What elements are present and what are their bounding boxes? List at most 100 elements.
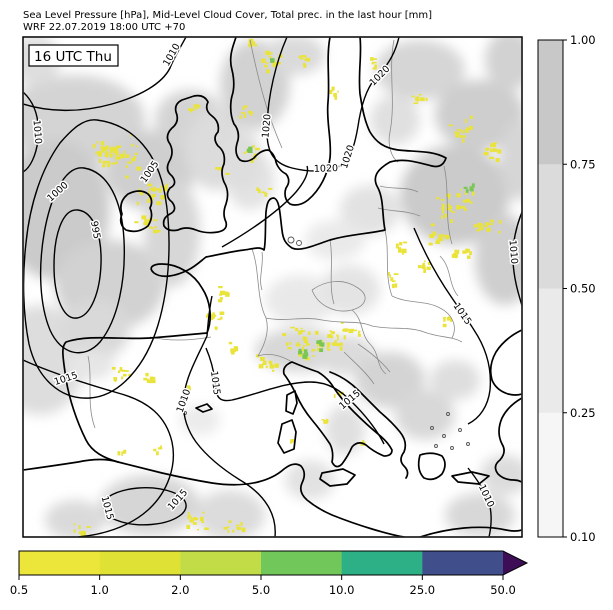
precip-speckle (403, 241, 408, 244)
precip-speckle (97, 152, 102, 157)
precip-speckle (447, 207, 449, 211)
precip-speckle (225, 172, 230, 175)
precip-speckle (149, 187, 155, 191)
precip-speckle (86, 526, 91, 528)
precip-speckle (462, 138, 465, 143)
precip-speckle (319, 339, 322, 344)
precip-speckle (464, 191, 468, 195)
precip-speckle (456, 129, 462, 131)
precip-speckle (148, 200, 153, 203)
precip-speckle (265, 50, 270, 56)
precip-speckle (247, 148, 253, 153)
coast-sicily (319, 468, 356, 487)
precip-speckle (105, 145, 109, 150)
precip-speckle (467, 255, 471, 259)
precip-speckle (398, 248, 402, 253)
precip-speckle (134, 221, 139, 224)
precip-speckle (343, 335, 346, 340)
precip-speckle (298, 350, 303, 355)
precip-speckle (484, 225, 488, 227)
cloud-blob (305, 220, 365, 260)
isobar-1015-atlantic (23, 359, 174, 537)
precip-speckle (485, 147, 490, 151)
precip-speckle (495, 158, 500, 163)
aegean-island (430, 426, 434, 430)
precip-speckle (339, 346, 343, 351)
coast-iberia-france-baltic (62, 37, 447, 463)
precip-speckle (162, 197, 165, 200)
precip-speckle (210, 315, 214, 321)
precip-speckle (146, 224, 149, 227)
precip-speckle (204, 527, 209, 530)
precip-speckle (153, 448, 157, 452)
aegean-island (450, 446, 454, 450)
precip-speckle (147, 199, 150, 203)
precip-speckle (328, 334, 332, 337)
precip-speckle (130, 133, 133, 137)
precip-speckle (290, 326, 295, 329)
precip-speckle (154, 226, 157, 229)
precip-speckle (476, 229, 480, 232)
coast-crete (451, 471, 490, 485)
precip-speckle (399, 241, 403, 246)
precip-speckle (119, 155, 125, 159)
coast-great-britain (162, 94, 229, 234)
precip-speckle (372, 58, 377, 60)
precip-speckle (123, 150, 126, 155)
precip-speckle (187, 515, 190, 520)
precip-speckle (298, 330, 301, 335)
cloud-colorbar-tick-label: 0.10 (570, 530, 596, 544)
coast-ireland (119, 190, 153, 233)
precip-speckle (478, 225, 481, 229)
precip-speckle (155, 188, 160, 191)
precip-speckle (390, 277, 394, 281)
precip-speckle (139, 191, 143, 196)
precip-speckle (268, 56, 272, 58)
precip-speckle (460, 206, 465, 209)
precip-speckle (462, 250, 467, 254)
precip-speckle (246, 148, 250, 152)
precip-speckle (164, 186, 168, 190)
plot-title-line2: WRF 22.07.2019 18:00 UTC +70 (23, 22, 185, 33)
precip-speckle (305, 356, 310, 361)
precip-speckle (302, 337, 308, 341)
precip-speckle (397, 247, 401, 250)
precip-speckle (120, 369, 125, 372)
precip-speckle (300, 57, 304, 60)
precip-speckle (250, 158, 254, 163)
precip-speckle (339, 393, 342, 397)
precip-speckle (255, 147, 260, 151)
precip-speckle (286, 342, 289, 346)
precip-speckle (220, 316, 223, 320)
precip-speckle (464, 207, 467, 212)
precip-speckle (438, 234, 444, 238)
precip-speckle (391, 280, 396, 283)
cloud-blob (340, 185, 400, 235)
precip-speckle (333, 394, 336, 399)
precip-speckle (109, 150, 113, 153)
precip-speckle (402, 251, 404, 255)
precip-speckle (244, 113, 247, 118)
precip-speckle (329, 89, 333, 95)
precip-speckle (454, 254, 458, 259)
isobar-1010-east-edge (512, 212, 522, 306)
precip-speckle (153, 219, 158, 222)
precip-speckle (491, 145, 496, 148)
precip-speckle (146, 378, 149, 383)
precip-speckle (416, 99, 419, 102)
precip-speckle (147, 183, 153, 187)
precip-speckle (274, 363, 279, 368)
precip-speckle (483, 151, 489, 156)
precip-speckle (421, 265, 426, 269)
aegean-island (442, 434, 446, 438)
precip-speckle (299, 330, 303, 335)
precip-speckle (225, 292, 230, 297)
precip-speckle (253, 153, 257, 157)
precip-speckle (312, 355, 315, 357)
precip-speckle (497, 149, 502, 154)
precip-speckle (189, 519, 194, 523)
aegean-island (446, 412, 450, 416)
precip-speckle (450, 317, 453, 322)
precip-speckle (231, 348, 236, 353)
